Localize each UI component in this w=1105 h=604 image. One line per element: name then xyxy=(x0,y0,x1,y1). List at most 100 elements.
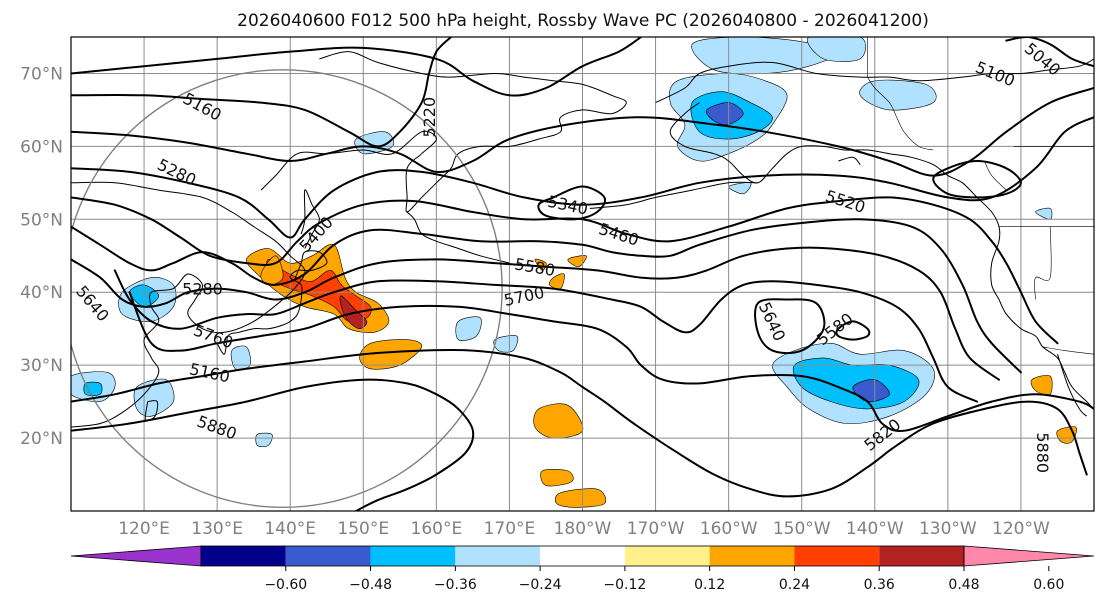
longitude-tick-label: 150°E xyxy=(337,519,389,539)
coastline xyxy=(589,181,758,209)
shaded-anomaly-region xyxy=(728,182,752,195)
colorbar-tick-label: 0.60 xyxy=(1033,577,1064,593)
longitude-tick-label: 140°E xyxy=(264,519,316,539)
longitude-tick-label: 150°W xyxy=(773,519,831,539)
contour-label-text: 5880 xyxy=(1033,432,1052,473)
colorbar-tick-label: −0.60 xyxy=(264,577,307,593)
height-contour-line xyxy=(128,291,1094,433)
shaded-anomaly-region xyxy=(807,37,866,62)
colorbar-tick-label: 0.48 xyxy=(948,577,979,593)
country-border xyxy=(867,76,934,151)
shaded-anomaly-region xyxy=(255,432,273,448)
colorbar-tick-label: −0.24 xyxy=(519,577,562,593)
colorbar-segment xyxy=(370,546,456,566)
reference-circle xyxy=(71,69,503,508)
contour-label: 5280 xyxy=(182,280,223,299)
coastline xyxy=(144,400,159,422)
shaded-anomaly-region xyxy=(705,102,744,126)
contour-label: 5880 xyxy=(1033,432,1052,473)
shaded-anomaly-region xyxy=(549,273,565,290)
colorbar-segment xyxy=(709,546,795,566)
colorbar-tick-label: 0.36 xyxy=(864,577,895,593)
colorbar-upper-extension xyxy=(963,545,1095,567)
shaded-anomaly-region xyxy=(1035,207,1053,220)
coastline xyxy=(406,211,510,264)
height-contour-line xyxy=(932,160,1022,199)
colorbar-tick-label: 0.12 xyxy=(694,577,725,593)
colorbar-segment xyxy=(879,546,964,566)
longitude-tick-label: 180°W xyxy=(554,519,612,539)
coastline xyxy=(71,181,306,428)
longitude-tick-label: 130°E xyxy=(191,519,243,539)
height-contour-line xyxy=(71,37,452,148)
longitude-tick-label: 130°W xyxy=(919,519,977,539)
colorbar-segment xyxy=(624,546,710,566)
colorbar-lower-extension xyxy=(70,545,202,567)
height-contour-line xyxy=(71,87,1094,177)
longitude-tick-label: 120°W xyxy=(992,519,1050,539)
colorbar-frame xyxy=(200,545,965,567)
shaded-anomaly-region xyxy=(540,469,574,487)
longitude-tick-label: 140°W xyxy=(846,519,904,539)
country-border xyxy=(984,160,1007,191)
height-contour-line xyxy=(71,378,475,511)
latitude-tick-label: 20°N xyxy=(20,429,63,449)
latitude-labels: 70°N 60°N 50°N 40°N 30°N 20°N xyxy=(20,64,63,449)
longitude-tick-label: 120°E xyxy=(118,519,170,539)
colorbar-tick-label: 0.24 xyxy=(779,577,810,593)
latitude-tick-label: 40°N xyxy=(20,283,63,303)
latitude-tick-label: 70°N xyxy=(20,64,63,84)
latitude-tick-label: 50°N xyxy=(20,210,63,230)
longitude-tick-label: 170°E xyxy=(484,519,536,539)
shaded-anomaly-region xyxy=(1030,375,1053,396)
longitude-labels: 120°E 130°E 140°E 150°E 160°E 170°E 180°W 170°W… xyxy=(118,519,1050,539)
shaded-anomaly-region xyxy=(230,345,251,371)
shaded-anomaly-region xyxy=(567,255,587,268)
longitude-tick-label: 170°W xyxy=(627,519,685,539)
colorbar-tick-label: −0.36 xyxy=(434,577,477,593)
latitude-tick-label: 60°N xyxy=(20,137,63,157)
country-border xyxy=(1042,346,1094,355)
height-contour-line xyxy=(71,218,1022,374)
height-contour-line xyxy=(113,269,979,403)
height-contour-line xyxy=(537,185,607,221)
colorbar-tick-label: −0.12 xyxy=(603,577,646,593)
shaded-anomaly-region xyxy=(493,335,519,353)
map-frame xyxy=(70,36,1095,512)
height-contour-line xyxy=(71,37,642,97)
latitude-tick-label: 30°N xyxy=(20,356,63,376)
contour-label-text: 5280 xyxy=(182,280,223,299)
shaded-anomaly-region xyxy=(533,403,584,439)
longitude-tick-label: 160°W xyxy=(700,519,758,539)
shaded-anomaly-region xyxy=(859,79,937,111)
rossby-wave-pc-shading xyxy=(71,37,1077,508)
contour-label: 5220 xyxy=(420,97,439,138)
colorbar: −0.60 −0.48 −0.36 −0.24 −0.12 0.12 0.24 0.36 0.4… xyxy=(70,545,1095,593)
shaded-anomaly-region xyxy=(554,488,607,508)
contour-label-text: 5220 xyxy=(420,97,439,138)
shaded-anomaly-region xyxy=(455,316,482,341)
colorbar-segment xyxy=(540,546,625,566)
coastline xyxy=(655,58,1094,104)
coastline xyxy=(838,156,861,165)
height-contour-line xyxy=(835,320,871,341)
coastline xyxy=(216,250,328,355)
shaded-anomaly-region xyxy=(83,381,103,396)
colorbar-segment xyxy=(201,546,286,566)
country-border xyxy=(1034,226,1052,300)
coastline xyxy=(669,102,1094,410)
height-contour-line xyxy=(754,298,826,355)
reference-circle-outline xyxy=(71,69,503,508)
colorbar-segment xyxy=(455,546,541,566)
political-borders xyxy=(867,37,1094,355)
colorbar-segment xyxy=(794,546,880,566)
height-contour-line xyxy=(71,348,1088,498)
longitude-tick-label: 160°E xyxy=(411,519,463,539)
height-contours xyxy=(71,37,1094,511)
colorbar-segment xyxy=(285,546,371,566)
figure-title: 2026040600 F012 500 hPa height, Rossby W… xyxy=(237,11,929,31)
height-contour-line xyxy=(71,116,1094,239)
colorbar-tick-label: −0.48 xyxy=(349,577,392,593)
